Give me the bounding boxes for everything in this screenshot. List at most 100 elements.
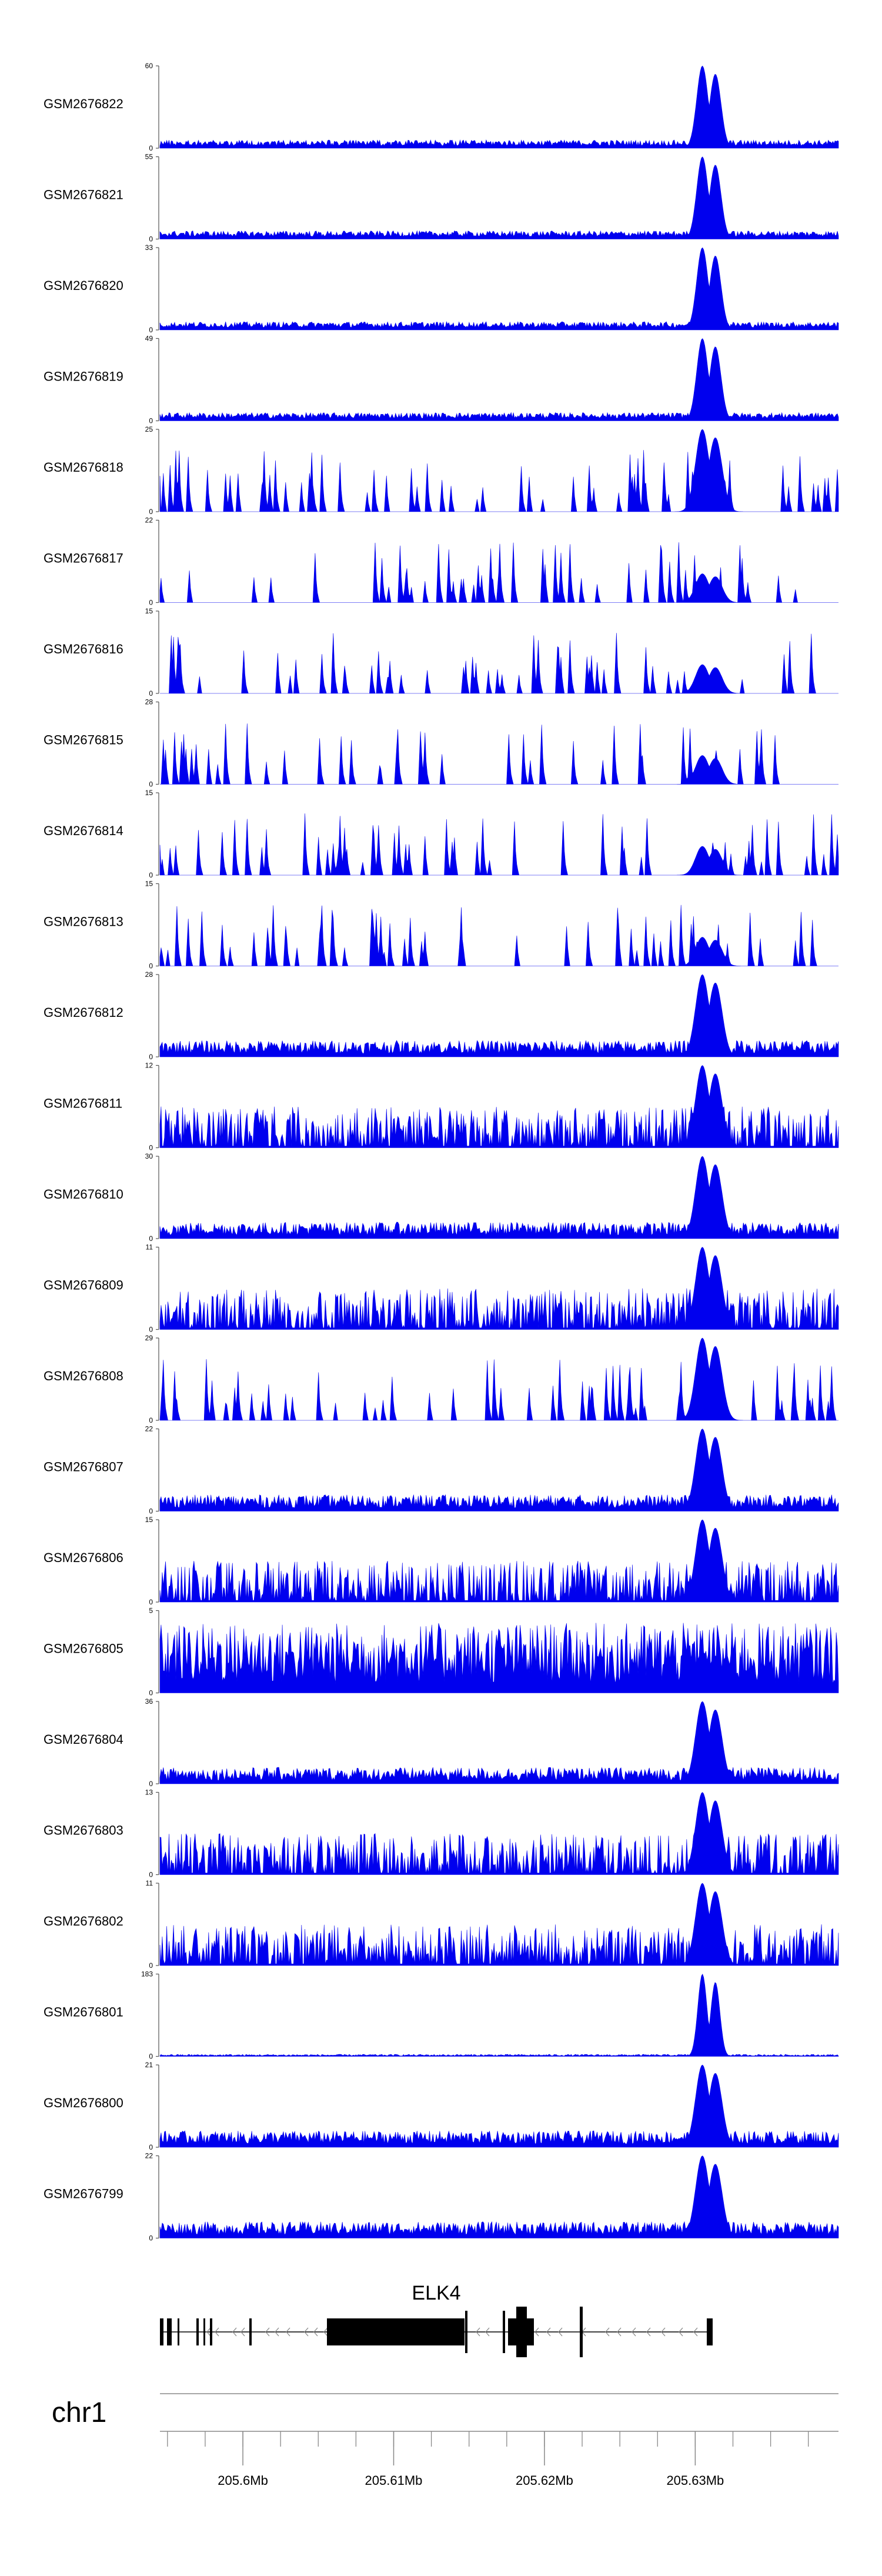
y-max-label: 60 (145, 62, 153, 70)
y-min-label: 0 (149, 1689, 153, 1697)
track-GSM2676820: GSM2676820 33 0 (44, 243, 839, 334)
track-signal-area (159, 1883, 839, 1966)
y-min-label: 0 (149, 1871, 153, 1879)
track-label: GSM2676812 (44, 1005, 123, 1020)
y-min-label: 0 (149, 235, 153, 243)
track-GSM2676816: GSM2676816 15 0 (44, 607, 838, 698)
track-GSM2676812: GSM2676812 28 0 (44, 970, 839, 1061)
y-min-label: 0 (149, 1234, 153, 1243)
track-signal-area (159, 247, 839, 331)
track-signal-area (159, 429, 839, 512)
track-GSM2676807: GSM2676807 22 0 (44, 1425, 839, 1516)
y-min-label: 0 (149, 599, 153, 607)
strand-chevron (286, 2327, 290, 2337)
track-signal-area (159, 1792, 839, 1875)
track-signal-area (160, 633, 838, 694)
track-GSM2676806: GSM2676806 15 0 (44, 1516, 839, 1606)
track-label: GSM2676821 (44, 188, 123, 202)
track-label: GSM2676801 (44, 2005, 123, 2020)
strand-chevron (240, 2327, 245, 2337)
y-max-label: 22 (145, 2152, 153, 2160)
gene-exon (196, 2318, 199, 2345)
track-signal-area (159, 813, 839, 876)
track-GSM2676819: GSM2676819 49 0 (44, 335, 839, 425)
y-max-label: 15 (145, 1516, 153, 1524)
strand-chevron (215, 2327, 219, 2337)
track-signal-area (159, 65, 839, 149)
track-label: GSM2676807 (44, 1460, 123, 1474)
strand-chevron (275, 2327, 279, 2337)
y-min-label: 0 (149, 1507, 153, 1516)
y-max-label: 11 (146, 1879, 153, 1887)
y-min-label: 0 (149, 1144, 153, 1152)
y-min-label: 0 (149, 2143, 153, 2151)
y-max-label: 30 (145, 1152, 153, 1160)
track-GSM2676800: GSM2676800 21 0 (44, 2061, 839, 2151)
track-label: GSM2676805 (44, 1641, 123, 1656)
y-max-label: 25 (145, 425, 153, 433)
track-label: GSM2676818 (44, 460, 123, 475)
strand-chevron (485, 2327, 490, 2337)
track-GSM2676813: GSM2676813 15 0 (44, 880, 838, 970)
axis-tick-label: 205.6Mb (218, 2473, 268, 2488)
strand-chevron (632, 2327, 636, 2337)
track-GSM2676814: GSM2676814 15 0 (44, 789, 839, 879)
track-label: GSM2676810 (44, 1187, 123, 1202)
track-label: GSM2676819 (44, 369, 123, 384)
track-GSM2676804: GSM2676804 36 0 (44, 1697, 839, 1788)
strand-chevron (679, 2327, 683, 2337)
gene-exon (707, 2318, 713, 2345)
y-min-label: 0 (149, 962, 153, 970)
gene-exon (178, 2318, 179, 2345)
track-label: GSM2676814 (44, 823, 123, 838)
track-label: GSM2676806 (44, 1550, 123, 1565)
signal-tracks: GSM2676822600GSM2676821550GSM2676820330G… (44, 62, 839, 2243)
track-label: GSM2676809 (44, 1278, 123, 1293)
strand-chevron (546, 2327, 551, 2337)
strand-chevron (265, 2327, 270, 2337)
y-max-label: 12 (145, 1062, 153, 1070)
strand-chevron (476, 2327, 480, 2337)
gene-name-label: ELK4 (412, 2282, 460, 2304)
strand-chevron (232, 2327, 237, 2337)
strand-chevron (534, 2327, 539, 2337)
track-GSM2676801: GSM2676801 183 0 (44, 1970, 839, 2061)
y-max-label: 29 (145, 1334, 153, 1342)
y-max-label: 15 (145, 789, 153, 797)
y-min-label: 0 (149, 871, 153, 879)
y-min-label: 0 (149, 1961, 153, 1970)
track-GSM2676799: GSM2676799 22 0 (44, 2152, 839, 2243)
track-signal-area (159, 156, 839, 239)
track-signal-area (159, 905, 838, 966)
track-label: GSM2676822 (44, 96, 123, 111)
gene-exon (516, 2307, 527, 2357)
axis-tick-label: 205.62Mb (516, 2473, 573, 2488)
track-signal-area (159, 2155, 839, 2238)
track-label: GSM2676817 (44, 551, 123, 566)
track-signal-area (159, 1623, 839, 1693)
y-max-label: 15 (145, 607, 153, 615)
y-min-label: 0 (149, 326, 153, 334)
track-signal-area (159, 1429, 839, 1511)
track-signal-area (160, 723, 838, 785)
y-min-label: 0 (149, 1598, 153, 1606)
y-max-label: 28 (145, 970, 153, 979)
track-label: GSM2676816 (44, 642, 123, 656)
track-GSM2676802: GSM2676802 11 0 (44, 1879, 839, 1970)
track-GSM2676809: GSM2676809 11 0 (44, 1243, 839, 1334)
track-GSM2676818: GSM2676818 25 0 (44, 425, 839, 516)
gene-exon (527, 2318, 534, 2345)
gene-exon (167, 2318, 172, 2345)
strand-chevron (617, 2327, 622, 2337)
y-min-label: 0 (149, 689, 153, 698)
track-signal-area (159, 1701, 839, 1784)
track-signal-area (159, 1519, 839, 1603)
track-signal-area (159, 1065, 839, 1148)
strand-chevron (646, 2327, 651, 2337)
genome-axis-track: chr1 205.6Mb 205.61Mb 205.62Mb 205.63Mb (52, 2393, 838, 2488)
y-min-label: 0 (149, 417, 153, 425)
y-max-label: 21 (145, 2061, 153, 2069)
track-label: GSM2676800 (44, 2095, 123, 2110)
gene-exon (160, 2318, 163, 2345)
